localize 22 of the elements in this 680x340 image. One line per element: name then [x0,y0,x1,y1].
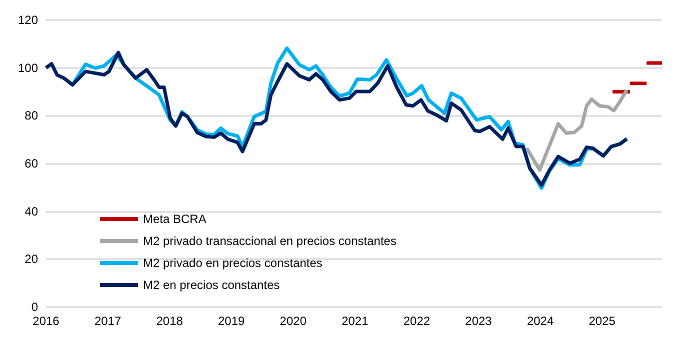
line-series [524,88,629,172]
y-tick-label: 20 [24,252,38,266]
x-tick-label: 2016 [32,314,60,328]
y-tick-label: 100 [18,60,38,75]
x-tick-label: 2022 [403,314,430,328]
legend-label: M2 privado transaccional en precios constantes [143,234,396,248]
y-tick-label: 80 [24,108,38,123]
legend-label: M2 privado en precios constantes [143,256,322,270]
y-tick-label: 60 [24,156,38,170]
x-tick-label: 2018 [156,314,184,328]
legend-label: M2 en precios constantes [143,278,280,292]
x-tick-label: 2024 [526,314,554,328]
x-tick-label: 2019 [218,314,246,328]
y-tick-label: 0 [31,300,38,314]
x-tick-label: 2021 [342,314,369,328]
legend-label: Meta BCRA [143,212,206,226]
x-tick-label: 2017 [94,314,122,328]
y-tick-label: 40 [24,204,38,218]
x-tick-label: 2023 [465,314,492,328]
x-tick-label: 2025 [588,314,616,328]
x-tick-label: 2020 [280,314,307,328]
y-tick-label: 120 [18,13,38,27]
